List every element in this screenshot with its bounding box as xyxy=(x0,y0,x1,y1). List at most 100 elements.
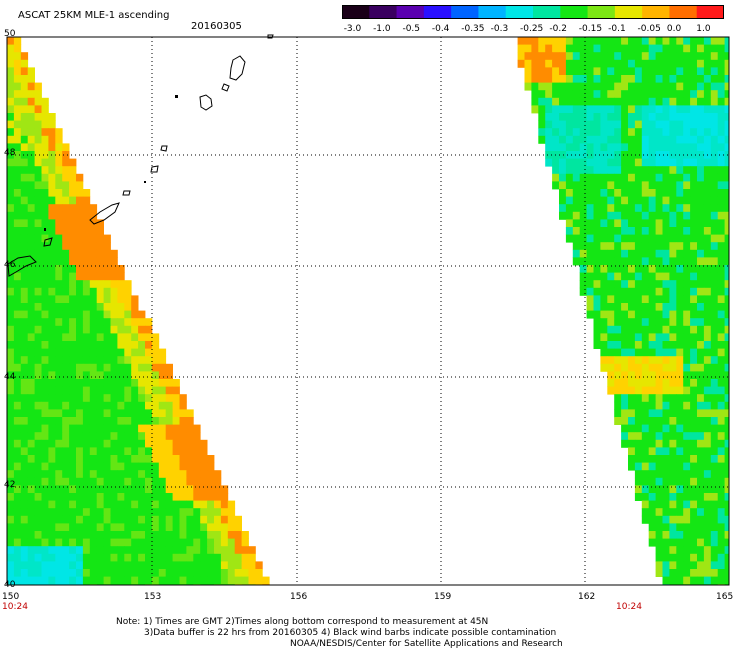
swath-cell xyxy=(62,173,70,182)
swath-cell xyxy=(48,204,56,213)
swath-cell xyxy=(607,181,615,190)
swath-cell xyxy=(82,394,91,403)
swath-cell xyxy=(20,401,29,410)
swath-cell xyxy=(600,356,608,365)
swath-cell xyxy=(82,234,91,243)
swath-cell xyxy=(676,37,684,45)
swath-cell xyxy=(697,553,705,562)
swath-cell xyxy=(628,249,636,258)
swath-cell xyxy=(13,386,22,395)
swath-cell xyxy=(69,295,77,304)
swath-cell xyxy=(628,257,636,266)
swath-cell xyxy=(600,97,608,106)
swath-cell xyxy=(76,219,84,228)
swath-cell xyxy=(186,455,194,463)
chart-title: ASCAT 25KM MLE-1 ascending xyxy=(18,10,170,21)
swath-cell xyxy=(41,211,49,220)
swath-cell xyxy=(103,242,111,251)
swath-cell xyxy=(662,120,670,129)
swath-cell xyxy=(124,485,132,494)
swath-cell xyxy=(27,120,35,129)
swath-cell xyxy=(89,371,98,380)
swath-cell xyxy=(607,173,615,182)
swath-cell xyxy=(641,105,650,114)
swath-cell xyxy=(227,523,236,532)
swath-cell xyxy=(717,508,725,517)
swath-cell xyxy=(703,409,712,418)
swath-cell xyxy=(138,470,146,479)
swath-cell xyxy=(724,569,729,577)
swath-cell xyxy=(7,173,15,182)
swath-cell xyxy=(724,546,729,555)
swath-cell xyxy=(579,287,587,296)
swath-cell xyxy=(27,447,35,456)
swath-cell xyxy=(89,234,98,243)
swath-cell xyxy=(89,424,98,433)
swath-cell xyxy=(690,477,698,486)
swath-cell xyxy=(193,500,201,509)
swath-cell xyxy=(131,409,139,418)
swath-cell xyxy=(600,363,608,372)
swath-cell xyxy=(690,493,698,501)
swath-cell xyxy=(710,371,719,380)
swath-cell xyxy=(96,257,104,266)
swath-cell xyxy=(82,371,91,380)
swath-cell xyxy=(172,432,180,441)
swath-cell xyxy=(683,211,691,220)
swath-cell xyxy=(641,265,650,273)
swath-cell xyxy=(703,52,712,61)
swath-cell xyxy=(641,128,650,137)
swath-cell xyxy=(13,189,22,197)
swath-cell xyxy=(34,227,42,235)
swath-cell xyxy=(717,37,725,45)
swath-cell xyxy=(683,379,691,387)
swath-cell xyxy=(628,219,636,228)
swath-cell xyxy=(13,470,22,479)
swath-cell xyxy=(179,417,187,425)
swath-cell xyxy=(7,303,15,311)
swath-cell xyxy=(641,219,650,228)
swath-cell xyxy=(82,470,91,479)
swath-cell xyxy=(586,105,594,114)
swath-cell xyxy=(634,173,643,182)
swath-cell xyxy=(703,439,712,448)
swath-cell xyxy=(151,485,160,494)
swath-cell xyxy=(48,462,56,471)
swath-cell xyxy=(82,265,91,273)
swath-cell xyxy=(138,386,146,395)
swath-cell xyxy=(717,371,725,380)
swath-cell xyxy=(172,538,180,547)
swath-cell xyxy=(34,447,42,456)
swath-cell xyxy=(124,295,132,304)
swath-cell xyxy=(634,143,643,152)
swath-cell xyxy=(117,477,125,486)
swath-cell xyxy=(82,531,91,539)
swath-cell xyxy=(655,234,663,243)
swath-cell xyxy=(697,500,705,509)
swath-cell xyxy=(648,462,656,471)
swath-cell xyxy=(593,52,601,61)
swath-cell xyxy=(220,561,229,570)
swath-cell xyxy=(110,424,118,433)
swath-cell xyxy=(13,97,22,106)
swath-cell xyxy=(55,477,63,486)
swath-cell xyxy=(634,166,643,175)
swath-cell xyxy=(600,280,608,289)
swath-cell xyxy=(7,151,15,159)
swath-cell xyxy=(76,447,84,456)
swath-cell xyxy=(124,546,132,555)
swath-cell xyxy=(669,59,677,68)
swath-cell xyxy=(690,272,698,281)
swath-cell xyxy=(669,44,677,53)
swath-cell xyxy=(82,295,91,304)
swath-cell xyxy=(138,401,146,410)
swath-cell xyxy=(131,363,139,372)
swath-cell xyxy=(676,500,684,509)
swath-cell xyxy=(593,120,601,129)
swath-cell xyxy=(676,386,684,395)
swath-cell xyxy=(634,196,643,205)
swath-cell xyxy=(131,576,139,585)
colorbar-swatch xyxy=(342,5,370,19)
swath-cell xyxy=(655,470,663,479)
swath-cell xyxy=(676,455,684,463)
